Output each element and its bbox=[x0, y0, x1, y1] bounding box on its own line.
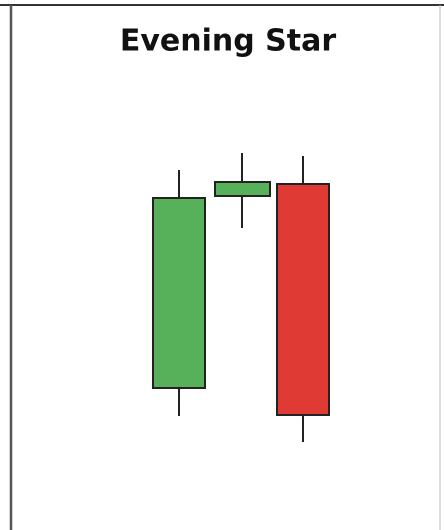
title: Evening Star bbox=[120, 24, 337, 59]
body bbox=[214, 181, 271, 197]
body bbox=[152, 197, 206, 389]
candle-bullish bbox=[152, 170, 206, 416]
body bbox=[276, 183, 330, 416]
candle-star bbox=[214, 153, 271, 228]
candle-bearish bbox=[276, 156, 330, 442]
